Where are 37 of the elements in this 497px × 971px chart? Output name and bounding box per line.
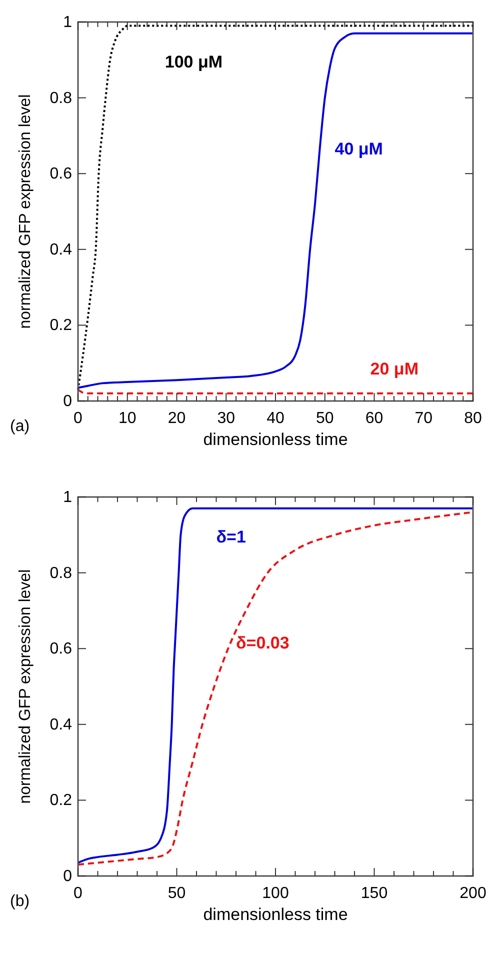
y-tick-label: 0.8 <box>50 564 72 582</box>
y-tick-label: 0.2 <box>50 792 72 810</box>
y-tick-label: 1 <box>63 14 72 31</box>
series-label: δ=1 <box>216 527 246 546</box>
x-tick-label: 200 <box>460 885 486 902</box>
y-axis-title: normalized GFP expression level <box>17 94 34 329</box>
y-tick-label: 0.6 <box>50 640 72 658</box>
y-tick-label: 0.2 <box>50 317 72 334</box>
x-tick-label: 10 <box>118 410 136 427</box>
x-tick-label: 80 <box>464 410 482 427</box>
series-label: 20 μM <box>370 359 419 378</box>
x-tick-label: 50 <box>316 410 334 427</box>
y-tick-label: 0.8 <box>50 90 72 107</box>
x-tick-label: 100 <box>262 885 289 902</box>
y-tick-label: 0.6 <box>50 166 72 183</box>
x-tick-label: 0 <box>74 410 83 427</box>
y-tick-label: 0.4 <box>50 716 72 734</box>
series-label: 100 μM <box>164 52 223 72</box>
y-tick-label: 0 <box>63 393 72 410</box>
text: (b) <box>10 893 30 910</box>
x-tick-label: 30 <box>217 410 236 427</box>
y-tick-label: 1 <box>63 489 72 506</box>
x-tick-label: 20 <box>168 410 186 427</box>
x-tick-label: 0 <box>74 885 83 902</box>
x-axis-title: dimensionless time <box>203 430 348 449</box>
x-tick-label: 40 <box>266 410 284 427</box>
text: (a) <box>10 418 30 435</box>
x-tick-label: 50 <box>168 885 186 902</box>
y-axis-title: normalized GFP expression level <box>17 569 34 804</box>
y-tick-label: 0.4 <box>50 241 72 258</box>
x-tick-label: 70 <box>414 410 433 427</box>
x-axis-title: dimensionless time <box>203 905 348 924</box>
series-label: 40 μM <box>334 140 383 159</box>
y-tick-label: 0 <box>63 868 72 885</box>
x-tick-label: 60 <box>365 410 384 427</box>
x-tick-label: 150 <box>360 885 388 902</box>
series-label: δ=0.03 <box>236 634 290 653</box>
